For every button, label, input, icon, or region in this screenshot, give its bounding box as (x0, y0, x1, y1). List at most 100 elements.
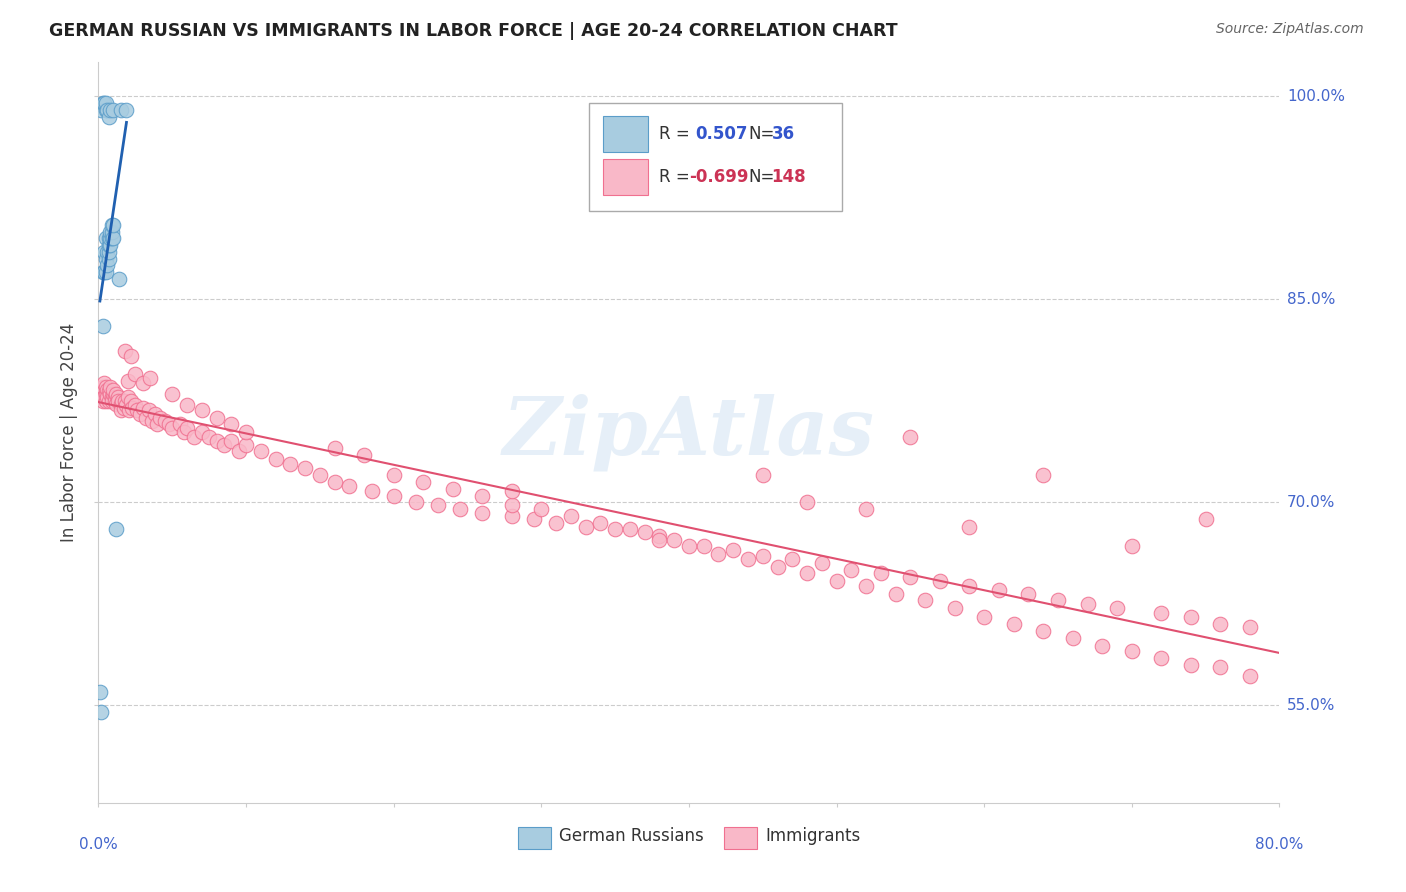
Text: N=: N= (748, 169, 775, 186)
Point (162, 421, 183, 435)
Point (235, 438, 257, 452)
Point (96, 103, 118, 117)
Point (110, 396, 132, 410)
Point (104, 393, 127, 408)
Point (855, 579, 877, 593)
Point (988, 583, 1011, 598)
Text: 70.0%: 70.0% (1286, 495, 1336, 510)
Point (1077, 597, 1099, 611)
Point (1180, 657, 1202, 672)
Point (693, 539, 716, 553)
Point (103, 387, 125, 401)
Point (107, 390, 129, 404)
Text: GERMAN RUSSIAN VS IMMIGRANTS IN LABOR FORCE | AGE 20-24 CORRELATION CHART: GERMAN RUSSIAN VS IMMIGRANTS IN LABOR FO… (49, 22, 898, 40)
Text: 36: 36 (772, 125, 794, 144)
Point (124, 367, 146, 381)
Point (441, 482, 464, 496)
Point (929, 574, 952, 588)
Point (648, 533, 671, 548)
Point (235, 425, 257, 439)
Point (1239, 668, 1261, 682)
Point (546, 516, 568, 530)
Point (121, 401, 143, 415)
Point (959, 519, 981, 533)
Point (605, 522, 627, 536)
Point (1107, 600, 1129, 615)
Point (471, 489, 494, 503)
Point (501, 484, 523, 499)
Point (943, 600, 966, 615)
Point (884, 587, 907, 601)
Point (176, 398, 198, 412)
Point (91, 265, 114, 279)
Point (94, 393, 117, 408)
Point (103, 231, 125, 245)
Point (1121, 539, 1143, 553)
Point (96, 383, 118, 397)
Point (870, 566, 893, 580)
Point (523, 511, 546, 525)
Point (90, 384, 112, 399)
Text: 85.0%: 85.0% (1286, 292, 1336, 307)
Point (173, 425, 195, 439)
Point (103, 218, 125, 232)
Text: 0.507: 0.507 (695, 125, 748, 144)
Point (1209, 617, 1232, 632)
Point (110, 403, 132, 417)
Point (855, 502, 877, 516)
Point (146, 417, 169, 431)
Point (353, 448, 375, 462)
Point (176, 421, 198, 435)
Point (98, 380, 121, 394)
Point (1150, 607, 1173, 621)
Point (108, 272, 131, 286)
Bar (603, 160, 648, 195)
Point (825, 574, 848, 588)
Point (97, 238, 120, 252)
Text: 80.0%: 80.0% (1256, 837, 1303, 852)
Point (93, 244, 115, 259)
Point (128, 408, 150, 422)
Point (90, 103, 112, 117)
Point (118, 403, 141, 417)
Point (1091, 639, 1114, 653)
Point (1032, 624, 1054, 638)
Point (141, 414, 163, 428)
Point (294, 461, 316, 475)
Point (117, 390, 139, 404)
Point (339, 479, 361, 493)
Point (766, 560, 789, 574)
Point (93, 376, 115, 391)
Point (619, 522, 641, 536)
Bar (603, 117, 648, 152)
Point (449, 502, 471, 516)
Point (752, 549, 775, 564)
Point (100, 225, 122, 239)
Point (98, 103, 121, 117)
Point (309, 468, 332, 483)
Point (97, 384, 120, 399)
Point (96, 259, 118, 273)
Point (94, 380, 117, 394)
Point (105, 387, 128, 401)
Point (228, 443, 250, 458)
Point (191, 425, 214, 439)
Point (575, 519, 598, 533)
Point (530, 502, 553, 516)
Point (501, 498, 523, 512)
Point (94, 387, 117, 401)
Text: Source: ZipAtlas.com: Source: ZipAtlas.com (1216, 22, 1364, 37)
Point (427, 498, 450, 512)
Point (198, 430, 221, 444)
Text: N=: N= (748, 125, 775, 144)
Text: 55.0%: 55.0% (1286, 698, 1336, 713)
Point (250, 443, 273, 458)
Point (98, 238, 121, 252)
Point (589, 516, 612, 530)
Point (634, 525, 657, 540)
Point (149, 411, 172, 425)
Point (97, 231, 120, 245)
Point (157, 417, 180, 431)
Point (125, 403, 148, 417)
Point (124, 398, 146, 412)
